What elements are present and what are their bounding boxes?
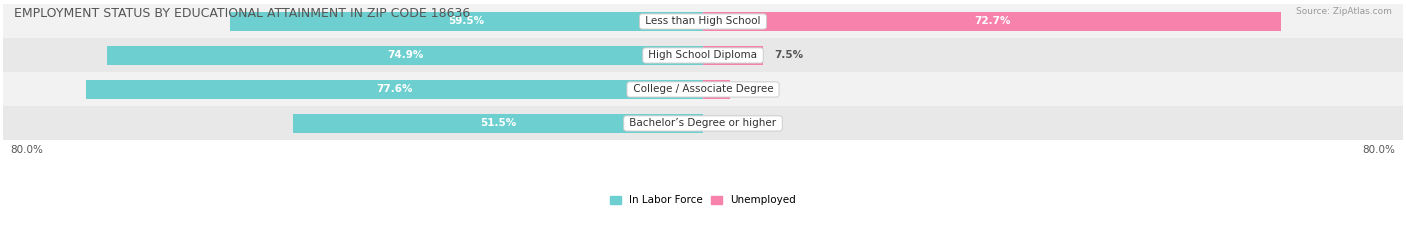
Text: High School Diploma: High School Diploma [645, 51, 761, 60]
Bar [86, 80, 703, 99]
Bar [0, 72, 1406, 106]
Text: 72.7%: 72.7% [974, 17, 1011, 27]
Legend: In Labor Force, Unemployed: In Labor Force, Unemployed [606, 191, 800, 209]
Text: 77.6%: 77.6% [375, 84, 412, 94]
Text: 80.0%: 80.0% [11, 144, 44, 154]
Text: 3.4%: 3.4% [742, 84, 770, 94]
Bar [0, 38, 1406, 72]
Bar [703, 80, 730, 99]
Text: 80.0%: 80.0% [1362, 144, 1395, 154]
Bar [0, 106, 1406, 140]
Text: 7.5%: 7.5% [775, 51, 804, 60]
Bar [0, 4, 1406, 38]
Bar [703, 12, 1281, 31]
Text: 59.5%: 59.5% [449, 17, 484, 27]
Bar [229, 12, 703, 31]
Bar [703, 46, 762, 65]
Bar [294, 113, 703, 133]
Text: Bachelor’s Degree or higher: Bachelor’s Degree or higher [626, 118, 780, 128]
Text: EMPLOYMENT STATUS BY EDUCATIONAL ATTAINMENT IN ZIP CODE 18636: EMPLOYMENT STATUS BY EDUCATIONAL ATTAINM… [14, 7, 471, 20]
Text: Less than High School: Less than High School [643, 17, 763, 27]
Text: College / Associate Degree: College / Associate Degree [630, 84, 776, 94]
Text: Source: ZipAtlas.com: Source: ZipAtlas.com [1296, 7, 1392, 16]
Text: 51.5%: 51.5% [479, 118, 516, 128]
Text: 0.0%: 0.0% [711, 118, 740, 128]
Bar [107, 46, 703, 65]
Text: 74.9%: 74.9% [387, 51, 423, 60]
